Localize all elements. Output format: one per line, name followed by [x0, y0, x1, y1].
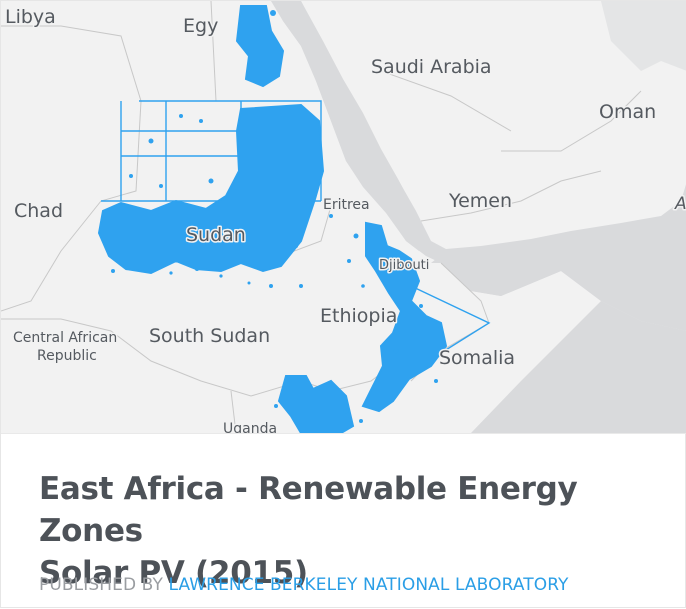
land-layer	[1, 1, 686, 433]
label-south-sudan: South Sudan	[149, 325, 270, 347]
label-sudan: Sudan	[186, 224, 246, 246]
dataset-title-line1[interactable]: East Africa - Renewable Energy Zones	[39, 471, 578, 549]
dataset-title-line2[interactable]: Solar PV (2015)	[39, 555, 308, 591]
label-uganda: Uganda	[223, 421, 277, 433]
arabia-landmass	[301, 1, 686, 249]
publisher-line: PUBLISHED BY LAWRENCE BERKELEY NATIONAL …	[39, 574, 569, 596]
zone-sudan-outline	[101, 100, 322, 202]
label-chad: Chad	[14, 200, 63, 222]
africa-landmass	[1, 1, 686, 433]
zone-somalia-outline	[410, 285, 491, 354]
label-egypt: Egy	[183, 15, 218, 37]
label-car-line1: Central African	[13, 330, 117, 346]
zone-south	[277, 375, 355, 433]
label-oman: Oman	[599, 101, 656, 123]
label-yemen: Yemen	[448, 190, 512, 212]
label-libya: Libya	[5, 6, 56, 28]
label-edge: A	[674, 194, 686, 214]
published-by-label: PUBLISHED BY	[39, 575, 163, 595]
zone-egypt	[235, 5, 285, 88]
publisher-link[interactable]: LAWRENCE BERKELEY NATIONAL LABORATORY	[168, 575, 569, 595]
red-sea	[273, 1, 431, 251]
label-eritrea: Eritrea	[323, 197, 370, 213]
label-djibouti: Djibouti	[379, 258, 429, 273]
dataset-info: East Africa - Renewable Energy Zones Sol…	[1, 433, 686, 609]
map-preview[interactable]: Libya Egy Saudi Arabia Oman Chad Eritrea…	[1, 1, 686, 433]
solar-zones-layer	[97, 5, 491, 433]
indian-ocean	[471, 301, 686, 433]
dataset-title[interactable]: East Africa - Renewable Energy Zones Sol…	[39, 468, 669, 594]
gulf-hint	[561, 1, 686, 71]
label-car-line2: Republic	[37, 348, 97, 364]
label-saudi-arabia: Saudi Arabia	[371, 56, 492, 78]
label-ethiopia: Ethiopia	[320, 305, 397, 327]
map-labels: Libya Egy Saudi Arabia Oman Chad Eritrea…	[4, 5, 686, 434]
label-somalia: Somalia	[439, 347, 515, 369]
map-svg: Libya Egy Saudi Arabia Oman Chad Eritrea…	[1, 1, 686, 433]
gulf-of-aden	[431, 206, 686, 331]
zone-dots	[111, 10, 438, 423]
zone-horn	[361, 221, 448, 413]
zone-sudan-main	[97, 103, 325, 275]
